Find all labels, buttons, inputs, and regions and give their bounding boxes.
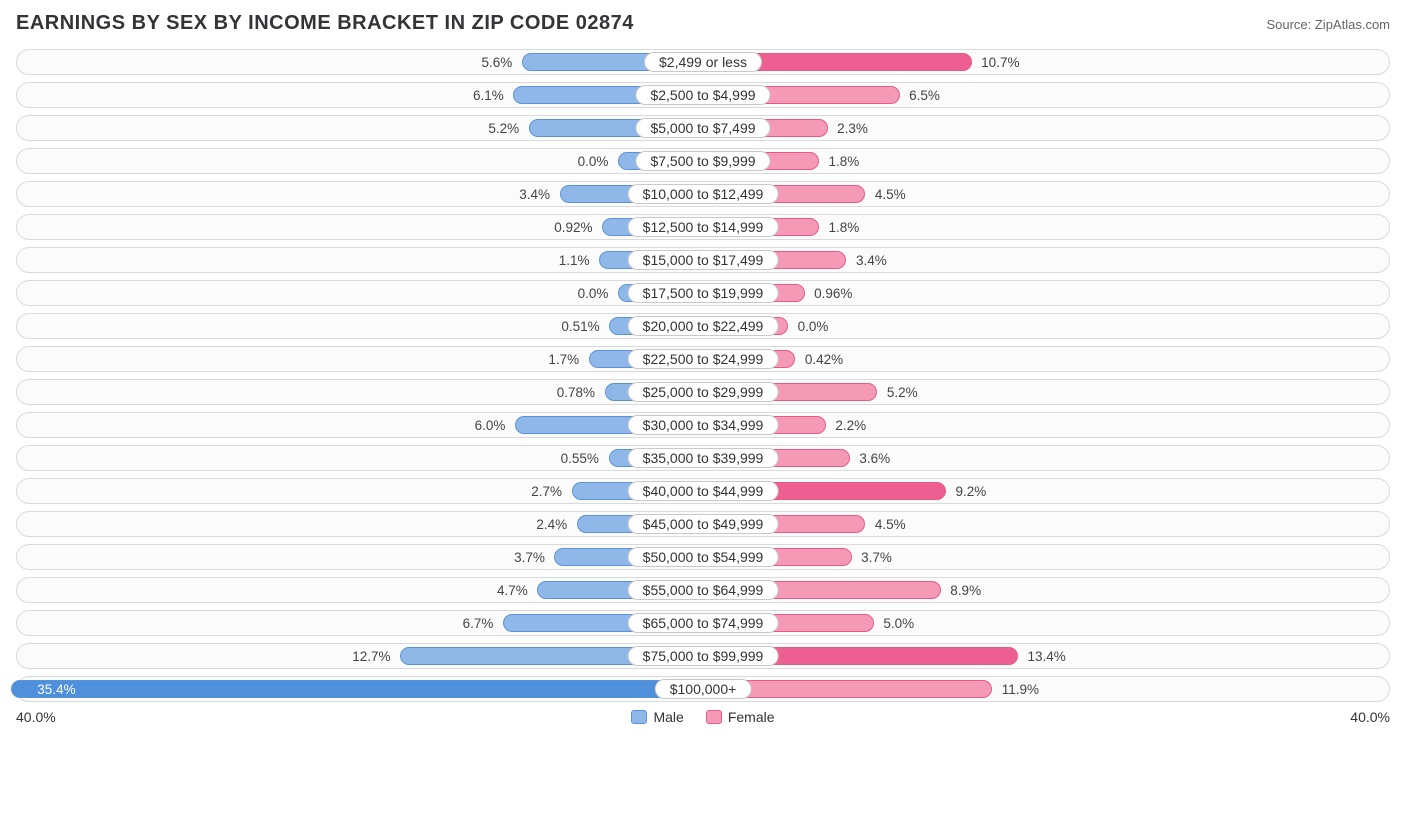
chart-row: $2,499 or less 5.6% 10.7% [16, 49, 1390, 75]
male-value: 0.92% [554, 215, 592, 239]
bracket-label: $2,500 to $4,999 [635, 85, 770, 105]
male-value: 2.4% [536, 512, 567, 536]
male-value: 6.1% [473, 83, 504, 107]
male-value: 3.4% [519, 182, 550, 206]
male-swatch-icon [631, 710, 647, 724]
chart-row: $25,000 to $29,999 0.78% 5.2% [16, 379, 1390, 405]
bracket-label: $40,000 to $44,999 [628, 481, 779, 501]
chart-row: $35,000 to $39,999 0.55% 3.6% [16, 445, 1390, 471]
bracket-label: $22,500 to $24,999 [628, 349, 779, 369]
bracket-label: $35,000 to $39,999 [628, 448, 779, 468]
bracket-label: $10,000 to $12,499 [628, 184, 779, 204]
male-value: 5.6% [482, 50, 513, 74]
female-value: 0.0% [798, 314, 829, 338]
chart-title: EARNINGS BY SEX BY INCOME BRACKET IN ZIP… [16, 12, 634, 35]
female-value: 1.8% [829, 215, 860, 239]
chart-row: $20,000 to $22,499 0.51% 0.0% [16, 313, 1390, 339]
chart-row: $7,500 to $9,999 0.0% 1.8% [16, 148, 1390, 174]
chart-row: $100,000+ 35.4% 11.9% [16, 676, 1390, 702]
chart-row: $30,000 to $34,999 6.0% 2.2% [16, 412, 1390, 438]
female-value: 13.4% [1027, 644, 1065, 668]
legend-female: Female [706, 709, 775, 725]
chart-row: $15,000 to $17,499 1.1% 3.4% [16, 247, 1390, 273]
bracket-label: $50,000 to $54,999 [628, 547, 779, 567]
bracket-label: $15,000 to $17,499 [628, 250, 779, 270]
chart-row: $40,000 to $44,999 2.7% 9.2% [16, 478, 1390, 504]
chart-row: $45,000 to $49,999 2.4% 4.5% [16, 511, 1390, 537]
female-value: 0.42% [805, 347, 843, 371]
axis-left-max: 40.0% [16, 709, 56, 725]
chart-row: $22,500 to $24,999 1.7% 0.42% [16, 346, 1390, 372]
male-value: 6.0% [475, 413, 506, 437]
male-value: 5.2% [488, 116, 519, 140]
female-value: 8.9% [950, 578, 981, 602]
chart-row: $55,000 to $64,999 4.7% 8.9% [16, 577, 1390, 603]
bracket-label: $75,000 to $99,999 [628, 646, 779, 666]
bracket-label: $25,000 to $29,999 [628, 382, 779, 402]
male-value: 3.7% [514, 545, 545, 569]
female-value: 10.7% [981, 50, 1019, 74]
bracket-label: $7,500 to $9,999 [635, 151, 770, 171]
axis-right-max: 40.0% [1350, 709, 1390, 725]
chart-row: $50,000 to $54,999 3.7% 3.7% [16, 544, 1390, 570]
legend-male: Male [631, 709, 683, 725]
bracket-label: $55,000 to $64,999 [628, 580, 779, 600]
chart-row: $75,000 to $99,999 12.7% 13.4% [16, 643, 1390, 669]
male-value: 4.7% [497, 578, 528, 602]
male-value: 0.0% [578, 281, 609, 305]
female-value: 4.5% [875, 512, 906, 536]
female-value: 6.5% [909, 83, 940, 107]
female-value: 3.7% [861, 545, 892, 569]
male-value: 0.51% [561, 314, 599, 338]
butterfly-chart: $2,499 or less 5.6% 10.7% $2,500 to $4,999 6… [16, 49, 1390, 702]
legend: Male Female [631, 709, 774, 725]
chart-row: $17,500 to $19,999 0.0% 0.96% [16, 280, 1390, 306]
male-value: 0.0% [578, 149, 609, 173]
female-swatch-icon [706, 710, 722, 724]
male-value: 1.1% [559, 248, 590, 272]
chart-source: Source: ZipAtlas.com [1266, 17, 1390, 32]
chart-header: EARNINGS BY SEX BY INCOME BRACKET IN ZIP… [16, 12, 1390, 35]
female-value: 5.0% [883, 611, 914, 635]
male-value: 12.7% [352, 644, 390, 668]
female-value: 4.5% [875, 182, 906, 206]
bracket-label: $30,000 to $34,999 [628, 415, 779, 435]
bracket-label: $5,000 to $7,499 [635, 118, 770, 138]
legend-male-label: Male [653, 709, 683, 725]
female-value: 0.96% [814, 281, 852, 305]
bracket-label: $12,500 to $14,999 [628, 217, 779, 237]
female-value: 3.6% [859, 446, 890, 470]
chart-footer: 40.0% Male Female 40.0% [16, 709, 1390, 725]
male-bar [11, 680, 703, 698]
female-value: 2.2% [835, 413, 866, 437]
chart-row: $5,000 to $7,499 5.2% 2.3% [16, 115, 1390, 141]
female-value: 5.2% [887, 380, 918, 404]
bracket-label: $45,000 to $49,999 [628, 514, 779, 534]
male-value: 1.7% [548, 347, 579, 371]
female-value: 9.2% [955, 479, 986, 503]
chart-row: $12,500 to $14,999 0.92% 1.8% [16, 214, 1390, 240]
female-value: 3.4% [856, 248, 887, 272]
chart-row: $10,000 to $12,499 3.4% 4.5% [16, 181, 1390, 207]
male-value: 0.78% [557, 380, 595, 404]
male-value: 2.7% [531, 479, 562, 503]
female-value: 2.3% [837, 116, 868, 140]
bracket-label: $100,000+ [655, 679, 752, 699]
bracket-label: $2,499 or less [644, 52, 762, 72]
chart-row: $2,500 to $4,999 6.1% 6.5% [16, 82, 1390, 108]
male-value: 6.7% [463, 611, 494, 635]
bracket-label: $20,000 to $22,499 [628, 316, 779, 336]
female-value: 11.9% [1002, 677, 1039, 701]
male-value: 0.55% [561, 446, 599, 470]
chart-row: $65,000 to $74,999 6.7% 5.0% [16, 610, 1390, 636]
bracket-label: $65,000 to $74,999 [628, 613, 779, 633]
male-value: 35.4% [27, 677, 75, 701]
bracket-label: $17,500 to $19,999 [628, 283, 779, 303]
legend-female-label: Female [728, 709, 775, 725]
female-value: 1.8% [829, 149, 860, 173]
